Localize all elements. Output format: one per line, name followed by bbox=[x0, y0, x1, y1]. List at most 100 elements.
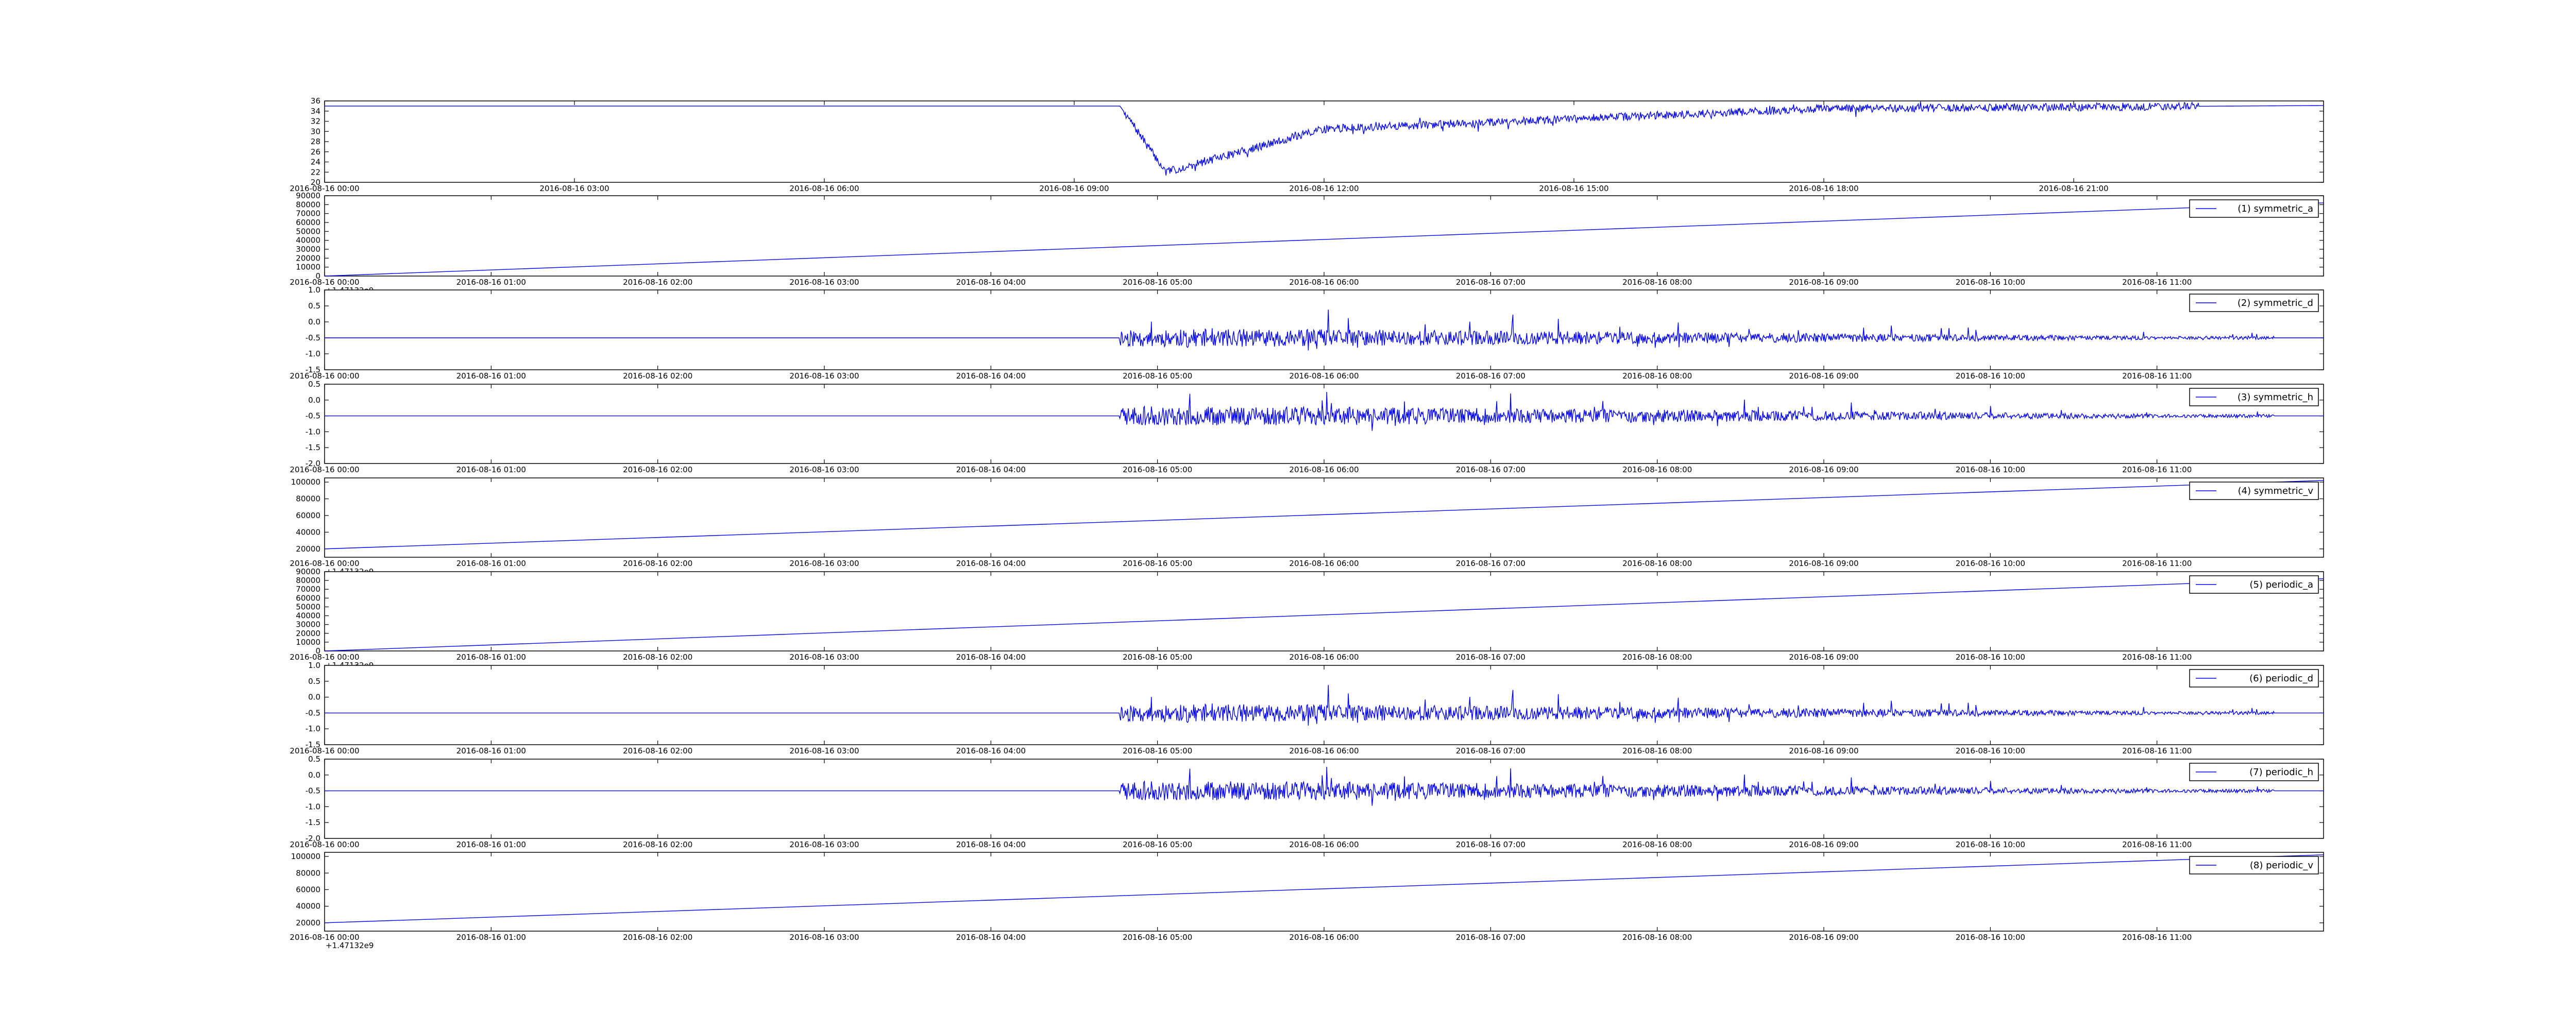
y-tick-label: -1.0 bbox=[306, 427, 320, 436]
legend-label: (4) symmetric_v bbox=[2238, 486, 2314, 496]
x-tick-label: 2016-08-16 08:00 bbox=[1622, 559, 1692, 568]
y-tick-label: -1.0 bbox=[306, 724, 320, 733]
legend-label: (1) symmetric_a bbox=[2238, 203, 2313, 214]
y-tick-label: 0.0 bbox=[308, 770, 320, 780]
x-tick-label: 2016-08-16 10:00 bbox=[1956, 746, 2025, 756]
x-tick-label: 2016-08-16 10:00 bbox=[1956, 559, 2025, 568]
y-tick-label: 28 bbox=[311, 137, 320, 146]
x-tick-label: 2016-08-16 08:00 bbox=[1622, 278, 1692, 287]
legend-label: (6) periodic_d bbox=[2249, 673, 2313, 684]
y-tick-label: 1.0 bbox=[308, 661, 320, 670]
x-tick-label: 2016-08-16 04:00 bbox=[956, 653, 1026, 662]
axes-frame bbox=[324, 195, 2324, 277]
x-tick-label: 2016-08-16 07:00 bbox=[1456, 933, 1526, 942]
x-tick-label: 2016-08-16 01:00 bbox=[456, 746, 526, 756]
x-tick-label: 2016-08-16 06:00 bbox=[1289, 278, 1359, 287]
y-tick-label: 20000 bbox=[296, 918, 320, 928]
legend-label: (5) periodic_a bbox=[2250, 579, 2314, 590]
chart-panel: 20000 40000 60000 80000 100000 2016-08-16 00:… bbox=[290, 852, 2324, 950]
y-tick-label: 0.0 bbox=[308, 396, 320, 405]
x-tick-label: 2016-08-16 10:00 bbox=[1956, 933, 2025, 942]
y-tick-label: 50000 bbox=[296, 227, 320, 236]
y-tick-label: -0.5 bbox=[306, 708, 320, 717]
y-tick-label: -1.5 bbox=[306, 365, 320, 374]
y-tick-label: 36 bbox=[311, 96, 320, 106]
x-tick-label: 2016-08-16 06:00 bbox=[789, 184, 859, 193]
x-tick-label: 2016-08-16 03:00 bbox=[789, 933, 859, 942]
x-tick-label: 2016-08-16 08:00 bbox=[1622, 933, 1692, 942]
y-tick-label: 0 bbox=[315, 271, 320, 281]
x-tick-label: 2016-08-16 02:00 bbox=[623, 746, 692, 756]
x-tick-label: 2016-08-16 01:00 bbox=[456, 465, 526, 474]
y-tick-label: 1.0 bbox=[308, 285, 320, 295]
y-tick-label: -2.0 bbox=[306, 459, 320, 468]
x-tick-label: 2016-08-16 10:00 bbox=[1956, 653, 2025, 662]
chart-panel: -2.0 -1.5 -1.0 -0.5 0.0 0.5 2016-08-16 00:00 20… bbox=[290, 380, 2324, 474]
axes-frame bbox=[324, 477, 2324, 558]
y-tick-label: 60000 bbox=[296, 511, 320, 520]
x-tick-label: 2016-08-16 03:00 bbox=[539, 184, 609, 193]
x-tick-label: 2016-08-16 11:00 bbox=[2122, 559, 2192, 568]
x-tick-label: 2016-08-16 06:00 bbox=[1289, 559, 1359, 568]
y-tick-label: 0.5 bbox=[308, 677, 320, 686]
y-tick-label: -1.5 bbox=[306, 443, 320, 452]
x-tick-label: 2016-08-16 09:00 bbox=[1789, 933, 1858, 942]
x-tick-label: 2016-08-16 04:00 bbox=[956, 278, 1026, 287]
y-tick-label: 24 bbox=[311, 158, 320, 167]
x-tick-label: 2016-08-16 09:00 bbox=[1789, 278, 1858, 287]
axes-frame bbox=[324, 100, 2324, 183]
y-tick-label: 100000 bbox=[291, 477, 320, 487]
x-tick-label: 2016-08-16 07:00 bbox=[1456, 465, 1526, 474]
x-tick-label: 2016-08-16 02:00 bbox=[623, 933, 692, 942]
series-line bbox=[325, 685, 2324, 726]
legend-label: (3) symmetric_h bbox=[2238, 392, 2313, 403]
y-tick-label: -0.5 bbox=[306, 411, 320, 421]
x-tick-label: 2016-08-16 03:00 bbox=[789, 465, 859, 474]
x-tick-label: 2016-08-16 08:00 bbox=[1622, 840, 1692, 849]
y-tick-label: 20000 bbox=[296, 253, 320, 263]
y-tick-label: 0.5 bbox=[308, 380, 320, 389]
x-tick-label: 2016-08-16 04:00 bbox=[956, 559, 1026, 568]
x-tick-label: 2016-08-16 03:00 bbox=[789, 559, 859, 568]
y-tick-label: 60000 bbox=[296, 218, 320, 227]
x-tick-label: 2016-08-16 06:00 bbox=[1289, 371, 1359, 381]
x-tick-label: 2016-08-16 11:00 bbox=[2122, 746, 2192, 756]
y-tick-label: -1.5 bbox=[306, 740, 320, 749]
chart-panel: -2.0 -1.5 -1.0 -0.5 0.0 0.5 2016-08-16 00:00 20… bbox=[290, 754, 2324, 849]
legend-label: (8) periodic_v bbox=[2250, 860, 2313, 871]
y-tick-label: 40000 bbox=[296, 527, 320, 537]
x-tick-label: 2016-08-16 11:00 bbox=[2122, 371, 2192, 381]
series-line bbox=[325, 766, 2324, 806]
x-tick-label: 2016-08-16 06:00 bbox=[1289, 840, 1359, 849]
y-tick-label: 80000 bbox=[296, 576, 320, 585]
y-tick-label: -0.5 bbox=[306, 786, 320, 796]
x-tick-label: 2016-08-16 02:00 bbox=[623, 371, 692, 381]
x-tick-label: 2016-08-16 00:00 bbox=[290, 465, 359, 474]
x-tick-label: 2016-08-16 11:00 bbox=[2122, 653, 2192, 662]
y-tick-label: 90000 bbox=[296, 191, 320, 200]
x-tick-label: 2016-08-16 11:00 bbox=[2122, 933, 2192, 942]
x-tick-label: 2016-08-16 03:00 bbox=[789, 840, 859, 849]
legend-label: (2) symmetric_d bbox=[2238, 298, 2313, 308]
y-tick-label: 80000 bbox=[296, 868, 320, 878]
x-tick-label: 2016-08-16 04:00 bbox=[956, 746, 1026, 756]
x-tick-label: 2016-08-16 00:00 bbox=[290, 840, 359, 849]
x-tick-label: 2016-08-16 18:00 bbox=[1789, 184, 1858, 193]
x-tick-label: 2016-08-16 07:00 bbox=[1456, 371, 1526, 381]
x-tick-label: 2016-08-16 07:00 bbox=[1456, 653, 1526, 662]
x-tick-label: 2016-08-16 11:00 bbox=[2122, 840, 2192, 849]
y-tick-label: 0.0 bbox=[308, 317, 320, 327]
x-tick-label: 2016-08-16 07:00 bbox=[1456, 559, 1526, 568]
y-tick-label: 32 bbox=[311, 117, 320, 126]
y-tick-label: 20000 bbox=[296, 629, 320, 638]
x-tick-label: 2016-08-16 01:00 bbox=[456, 653, 526, 662]
x-tick-label: 2016-08-16 06:00 bbox=[1289, 653, 1359, 662]
x-tick-label: 2016-08-16 05:00 bbox=[1123, 933, 1192, 942]
x-tick-label: 2016-08-16 09:00 bbox=[1789, 653, 1858, 662]
x-tick-label: 2016-08-16 02:00 bbox=[623, 278, 692, 287]
chart-panel: -1.5 -1.0 -0.5 0.0 0.5 1.0 2016-08-16 00:00 201… bbox=[290, 661, 2324, 756]
y-tick-label: 40000 bbox=[296, 611, 320, 621]
y-tick-label: 0.5 bbox=[308, 754, 320, 764]
y-tick-label: 20000 bbox=[296, 544, 320, 554]
x-tick-label: 2016-08-16 00:00 bbox=[290, 933, 359, 942]
